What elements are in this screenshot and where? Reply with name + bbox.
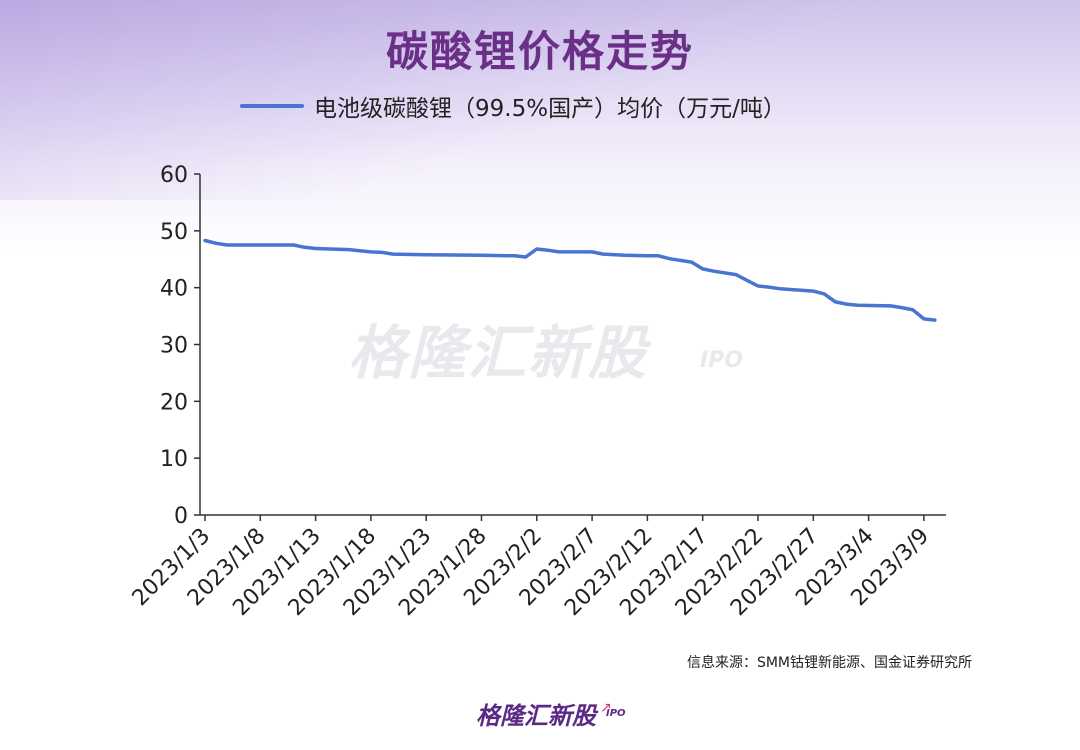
y-tick-label: 20 xyxy=(160,390,188,415)
watermark-text: 格隆汇新股 xyxy=(348,319,649,387)
y-tick-label: 40 xyxy=(160,277,188,302)
legend-swatch xyxy=(240,104,304,108)
legend: 电池级碳酸锂（99.5%国产）均价（万元/吨） xyxy=(240,88,786,124)
legend-label: 电池级碳酸锂（99.5%国产）均价（万元/吨） xyxy=(314,96,786,122)
y-tick-label: 0 xyxy=(174,504,188,529)
chart-series xyxy=(203,238,937,322)
footer-arrow-icon: ↗ xyxy=(600,700,612,716)
chart-title: 碳酸锂价格走势 xyxy=(385,27,694,76)
chart-axes xyxy=(199,174,946,516)
source-note: 信息来源：SMM钴锂新能源、国金证券研究所 xyxy=(686,655,972,671)
footer-ipo: IPO xyxy=(606,708,626,719)
watermark-ipo: IPO xyxy=(700,348,744,373)
y-tick-label: 60 xyxy=(160,163,188,188)
background-sheen xyxy=(0,0,1080,200)
y-axis-ticks: 0 10 20 30 40 50 60 xyxy=(160,163,200,529)
y-tick-label: 10 xyxy=(160,447,188,472)
footer-logo: 格隆汇新股 xyxy=(476,702,596,730)
series-line xyxy=(203,238,937,322)
x-axis-ticks: 2023/1/32023/1/82023/1/132023/1/182023/1… xyxy=(128,515,934,621)
y-tick-label: 50 xyxy=(160,220,188,245)
y-tick-label: 30 xyxy=(160,334,188,359)
